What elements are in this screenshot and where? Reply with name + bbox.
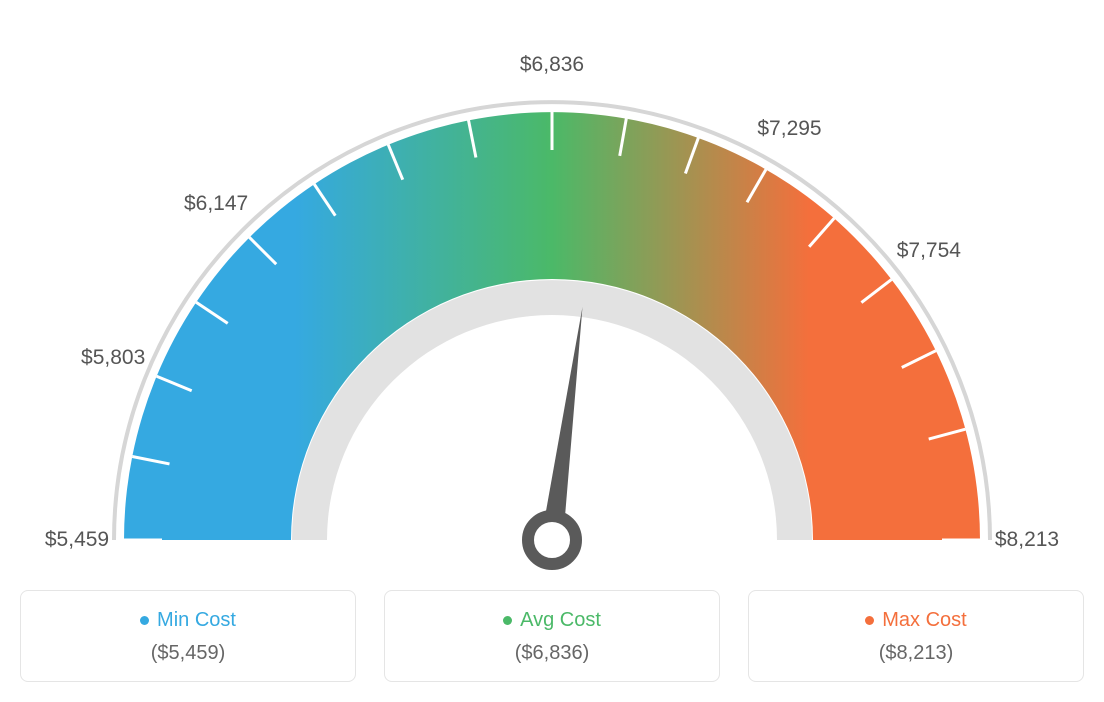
legend-value-max: ($8,213) (759, 642, 1073, 665)
scale-label: $7,295 (757, 117, 821, 141)
legend-label-avg: Avg Cost (520, 609, 601, 632)
legend-value-min: ($5,459) (31, 642, 345, 665)
dot-icon (865, 616, 874, 625)
gauge-svg (20, 20, 1084, 580)
legend-label-min: Min Cost (157, 609, 236, 632)
legend-title-avg: Avg Cost (503, 609, 601, 632)
scale-label: $7,754 (897, 239, 961, 263)
scale-label: $8,213 (995, 528, 1059, 552)
legend-title-max: Max Cost (865, 609, 966, 632)
legend-title-min: Min Cost (140, 609, 236, 632)
cost-gauge-chart: $5,459 $5,803 $6,147 $6,836 $7,295 $7,754 $8,2… (20, 20, 1084, 682)
legend-card-max: Max Cost ($8,213) (748, 590, 1084, 682)
dot-icon (503, 616, 512, 625)
scale-label: $6,836 (520, 53, 584, 77)
scale-label: $6,147 (184, 192, 248, 216)
gauge-graphics (114, 102, 990, 564)
legend-label-max: Max Cost (882, 609, 966, 632)
dot-icon (140, 616, 149, 625)
gauge-area: $5,459 $5,803 $6,147 $6,836 $7,295 $7,754 $8,2… (20, 20, 1084, 580)
legend-value-avg: ($6,836) (395, 642, 709, 665)
legend-card-avg: Avg Cost ($6,836) (384, 590, 720, 682)
legend-card-min: Min Cost ($5,459) (20, 590, 356, 682)
scale-label: $5,803 (81, 346, 145, 370)
legend-row: Min Cost ($5,459) Avg Cost ($6,836) Max … (20, 590, 1084, 682)
scale-label: $5,459 (45, 528, 109, 552)
